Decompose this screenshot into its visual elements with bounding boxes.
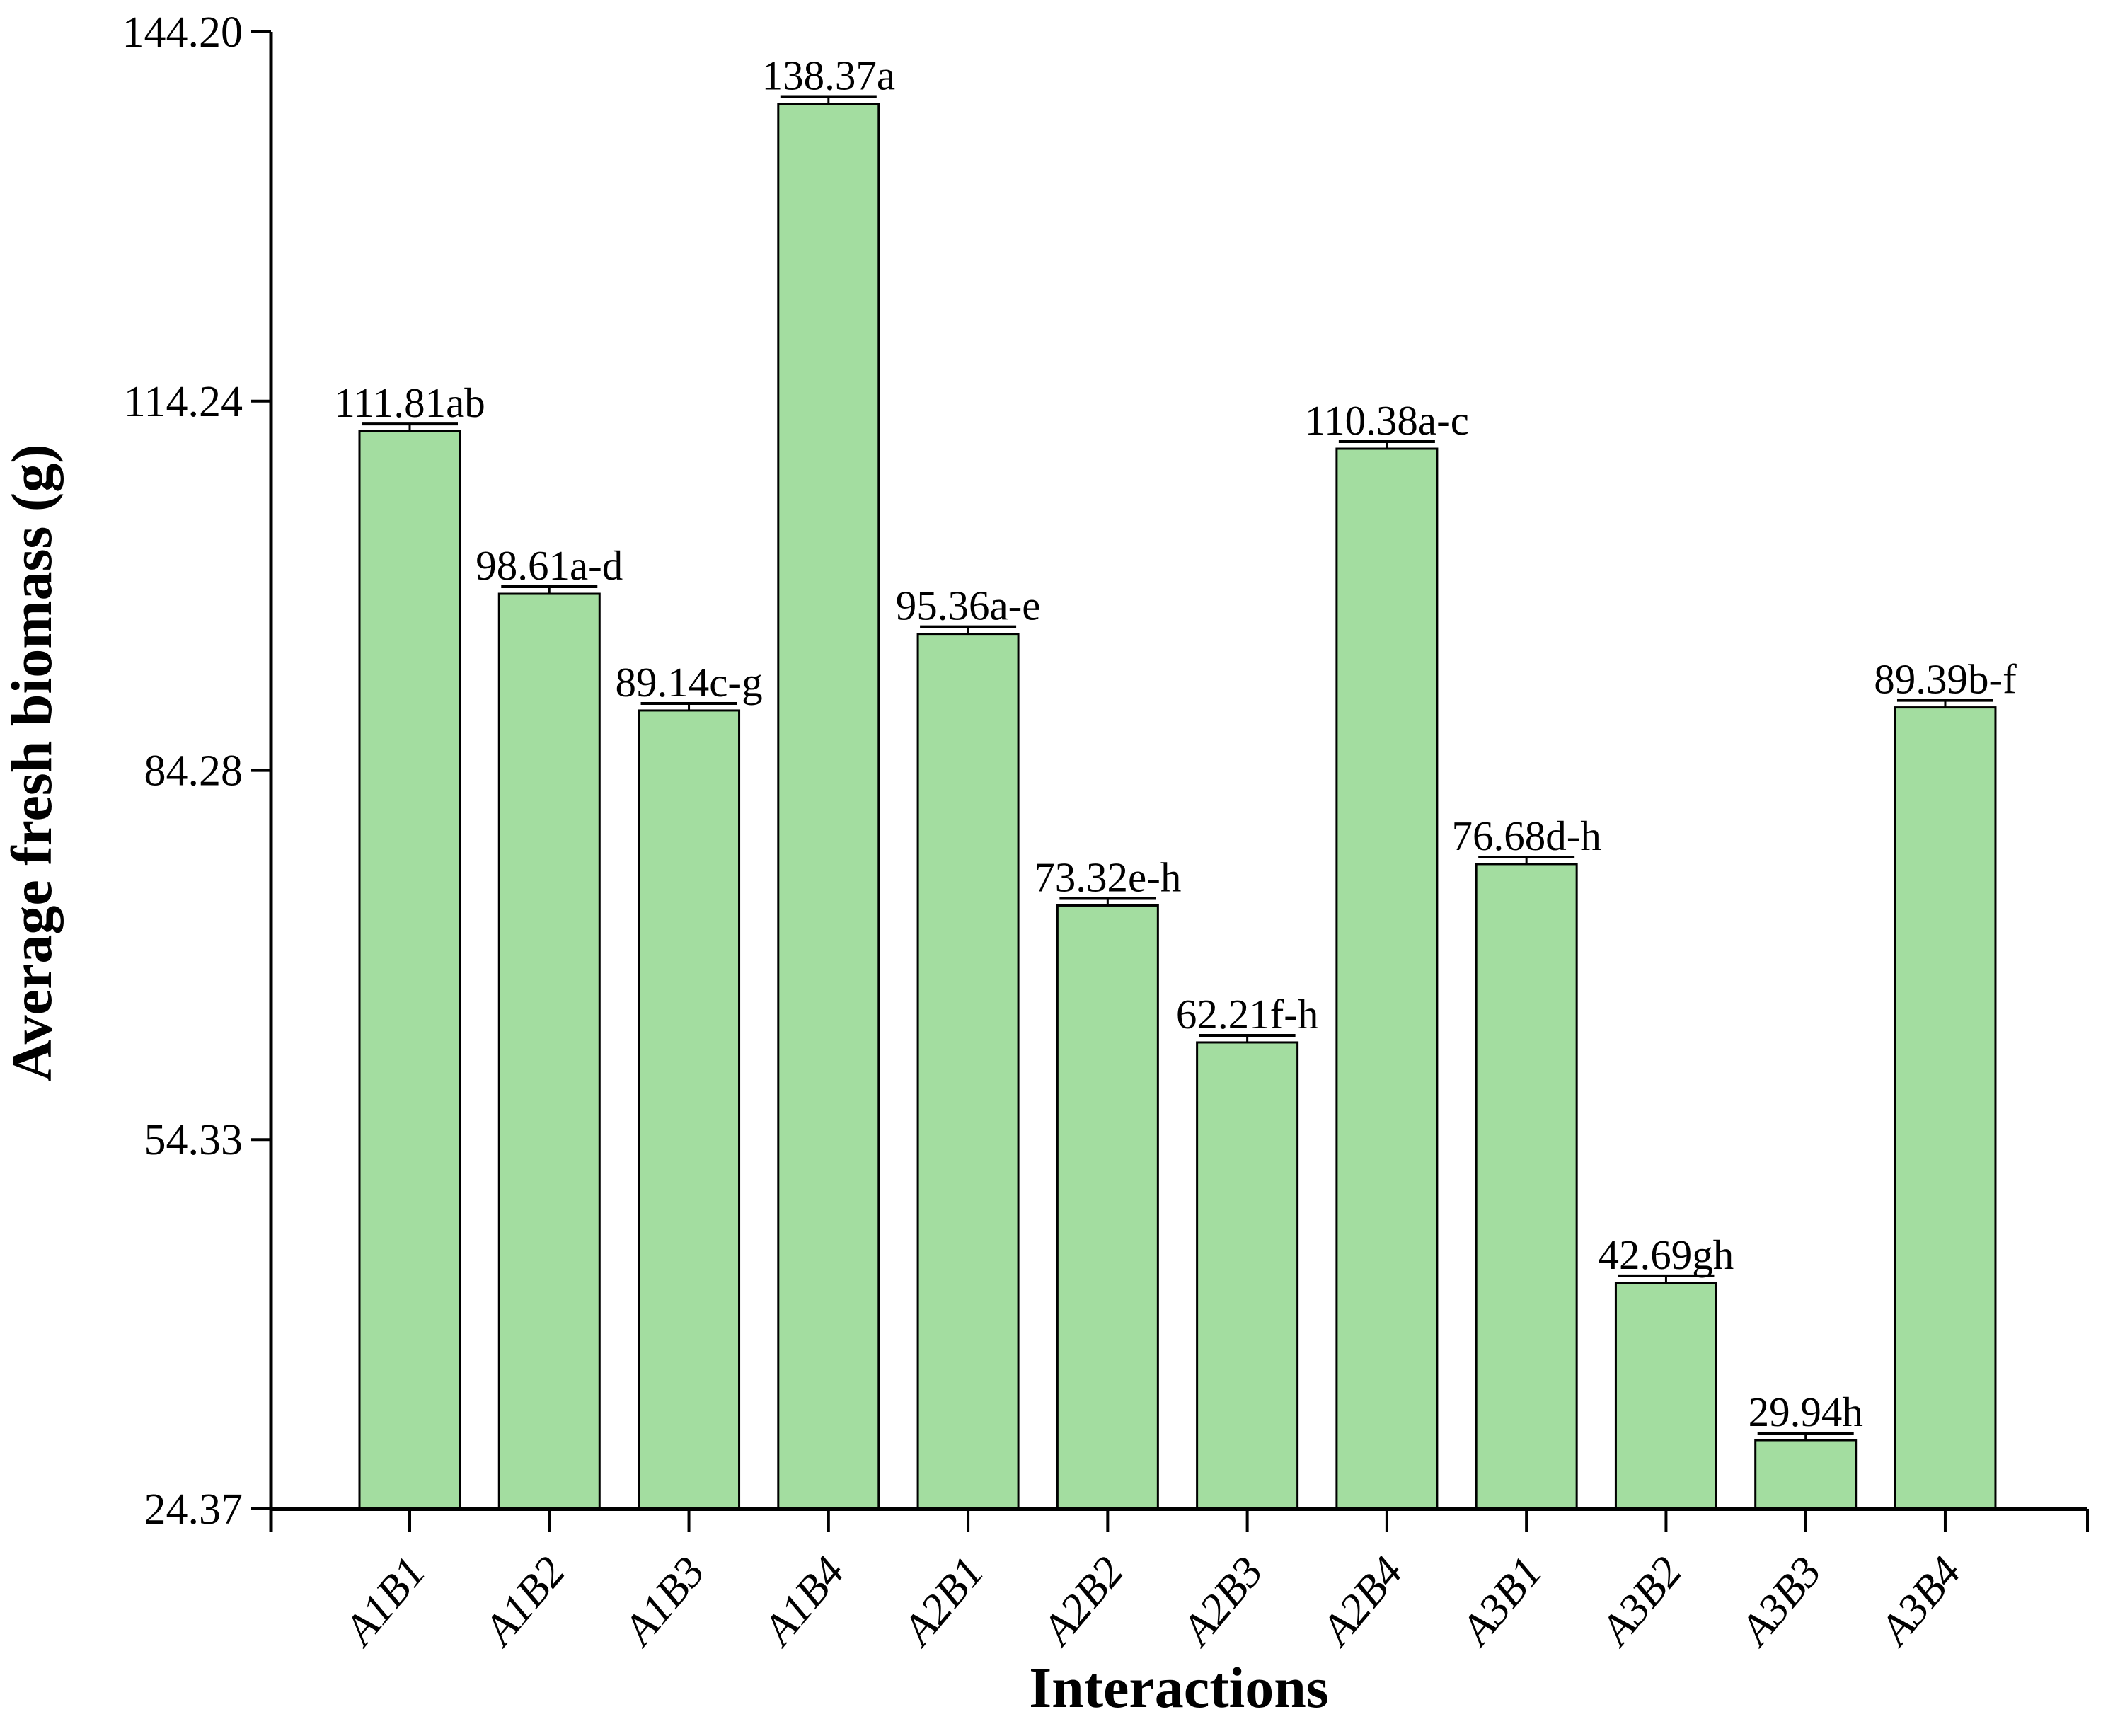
y-tick-label-84.28: 84.28 bbox=[144, 747, 243, 795]
y-tick-label-144.20: 144.20 bbox=[122, 8, 243, 57]
y-tick-label-24.37: 24.37 bbox=[144, 1485, 243, 1534]
bar-value-label-A3B1: 76.68d-h bbox=[1451, 812, 1601, 859]
bar-value-label-A1B2: 98.61a-d bbox=[476, 542, 623, 589]
x-tick-label-A2B2: A2B2 bbox=[1032, 1548, 1133, 1655]
y-tick-label-114.24: 114.24 bbox=[124, 378, 243, 426]
x-tick-label-A2B1: A2B1 bbox=[892, 1548, 993, 1655]
y-axis-title: Average fresh biomass (g) bbox=[0, 444, 64, 1081]
bar-A1B1 bbox=[358, 430, 461, 1510]
bar-value-label-A3B2: 42.69gh bbox=[1599, 1231, 1734, 1278]
bar-A1B3 bbox=[638, 709, 741, 1510]
x-tick-label-A2B4: A2B4 bbox=[1311, 1548, 1412, 1655]
x-tick-label-A1B2: A1B2 bbox=[473, 1548, 575, 1655]
bar-A2B2 bbox=[1056, 904, 1159, 1510]
x-tick-label-A1B3: A1B3 bbox=[613, 1548, 714, 1655]
bar-value-label-A1B4: 138.37a bbox=[762, 52, 895, 99]
x-tick-label-A3B2: A3B2 bbox=[1590, 1548, 1691, 1655]
bar-A2B3 bbox=[1196, 1041, 1299, 1510]
bar-A1B4 bbox=[777, 103, 880, 1510]
bar-value-label-A3B4: 89.39b-f bbox=[1874, 656, 2017, 703]
bar-A2B1 bbox=[916, 633, 1020, 1510]
bar-A1B2 bbox=[497, 592, 601, 1510]
x-tick-label-A3B3: A3B3 bbox=[1729, 1548, 1831, 1655]
bar-A2B4 bbox=[1335, 447, 1439, 1510]
bar-A3B1 bbox=[1475, 863, 1578, 1510]
x-tick-label-A1B1: A1B1 bbox=[334, 1548, 435, 1655]
chart-marks: 111.81ab A1B1 98.61a-d A1B2 89.14c-g A1B3 138.… bbox=[122, 8, 2089, 1656]
bar-A3B2 bbox=[1614, 1282, 1717, 1510]
x-axis-title: Interactions bbox=[1029, 1655, 1329, 1720]
bar-value-label-A2B3: 62.21f-h bbox=[1176, 991, 1319, 1037]
bar-value-label-A2B2: 73.32e-h bbox=[1034, 853, 1181, 900]
x-tick-label-A3B1: A3B1 bbox=[1451, 1548, 1552, 1655]
bar-value-label-A2B4: 110.38a-c bbox=[1305, 397, 1469, 444]
x-tick-label-A1B4: A1B4 bbox=[752, 1548, 853, 1655]
x-tick-label-A2B3: A2B3 bbox=[1171, 1548, 1272, 1655]
bar-A3B4 bbox=[1894, 706, 1997, 1510]
bar-value-label-A1B3: 89.14c-g bbox=[615, 659, 762, 706]
bar-value-label-A2B1: 95.36a-e bbox=[896, 582, 1041, 629]
bar-A3B3 bbox=[1754, 1439, 1858, 1510]
bar-value-label-A1B1: 111.81ab bbox=[334, 379, 485, 426]
x-tick-label-A3B4: A3B4 bbox=[1869, 1548, 1970, 1655]
y-tick-label-54.33: 54.33 bbox=[144, 1116, 243, 1164]
bar-value-label-A3B3: 29.94h bbox=[1749, 1389, 1863, 1435]
